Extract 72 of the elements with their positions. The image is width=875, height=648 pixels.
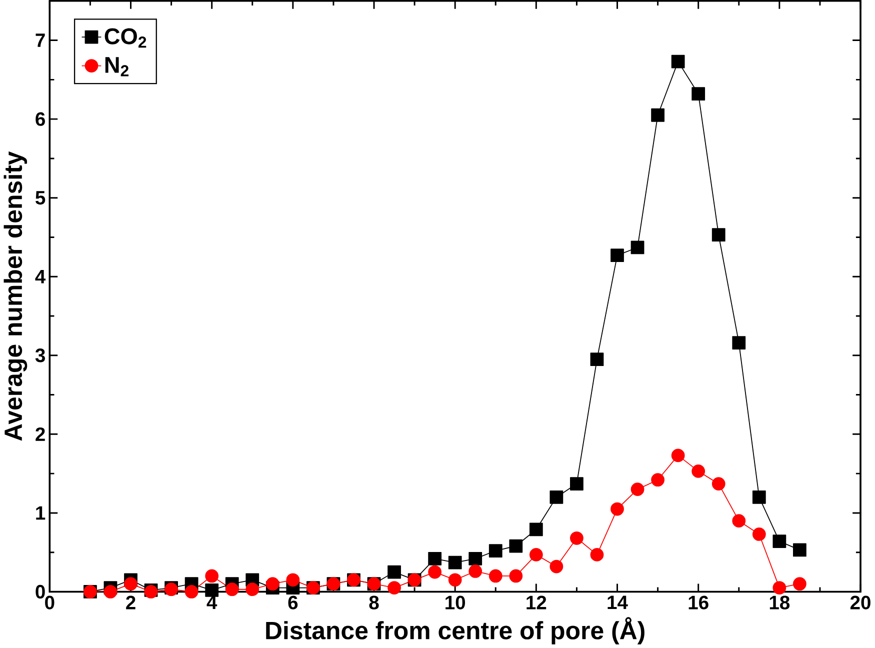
- point: [448, 573, 462, 587]
- point: [671, 448, 685, 462]
- point: [590, 548, 604, 562]
- point: [509, 569, 523, 583]
- point: [388, 581, 401, 594]
- point: [104, 584, 118, 598]
- point: [550, 560, 564, 574]
- y-tick-label: 4: [35, 270, 46, 284]
- point: [205, 583, 219, 597]
- point: [671, 54, 685, 68]
- point: [448, 556, 462, 570]
- point: [428, 552, 442, 566]
- point: [205, 569, 219, 583]
- point: [509, 539, 523, 553]
- point: [570, 477, 584, 490]
- x-tick-label: 6: [288, 596, 298, 610]
- point: [468, 552, 482, 566]
- point: [124, 577, 138, 590]
- point: [793, 577, 806, 590]
- point: [692, 464, 706, 478]
- point: [712, 228, 726, 242]
- point: [732, 336, 746, 350]
- y-tick-label: 6: [36, 112, 45, 126]
- y-tick-label: 7: [36, 34, 45, 47]
- point: [772, 534, 786, 548]
- point: [630, 240, 644, 254]
- point: [651, 108, 664, 122]
- x-tick-label: 8: [369, 596, 379, 610]
- point: [225, 582, 239, 596]
- x-tick-label: 2: [126, 596, 136, 610]
- point: [772, 581, 786, 594]
- point: [752, 527, 766, 541]
- x-tick-label: 10: [446, 596, 466, 610]
- x-tick-label: 0: [45, 596, 54, 610]
- x-tick-label: 4: [206, 596, 218, 609]
- point: [388, 565, 401, 579]
- legend-label: N$_{2}$: [105, 57, 128, 76]
- point: [246, 582, 260, 596]
- y-axis-title: Average number density: [4, 151, 28, 441]
- x-tick-label: 12: [526, 596, 546, 610]
- point: [732, 514, 746, 528]
- x-tick-label: 14: [608, 596, 628, 609]
- point: [286, 573, 300, 587]
- y-tick-label: 0: [36, 584, 45, 598]
- point: [590, 352, 604, 366]
- point: [428, 565, 442, 579]
- point: [692, 87, 706, 100]
- point: [570, 531, 584, 545]
- point: [793, 543, 806, 557]
- y-tick-label: 1: [36, 506, 46, 520]
- point: [752, 490, 766, 504]
- point: [266, 577, 280, 590]
- x-axis-title: Distance from centre of pore (Å): [266, 617, 644, 644]
- x-tick-label: 18: [770, 596, 790, 610]
- y-tick-label: 2: [36, 427, 45, 441]
- point: [651, 473, 664, 486]
- y-tick-label: 3: [35, 348, 45, 362]
- point: [529, 548, 543, 562]
- point: [468, 564, 482, 578]
- point: [610, 502, 624, 516]
- x-tick-label: 16: [688, 596, 708, 610]
- point: [630, 482, 644, 496]
- point: [184, 584, 198, 598]
- point: [488, 569, 502, 583]
- point: [550, 490, 564, 504]
- point: [488, 544, 502, 558]
- point: [610, 248, 624, 262]
- legend-label: CO$_{2}$: [104, 28, 146, 48]
- point: [712, 477, 726, 490]
- point: [529, 522, 543, 536]
- x-tick-label: 20: [850, 596, 870, 610]
- y-tick-label: 5: [36, 191, 46, 205]
